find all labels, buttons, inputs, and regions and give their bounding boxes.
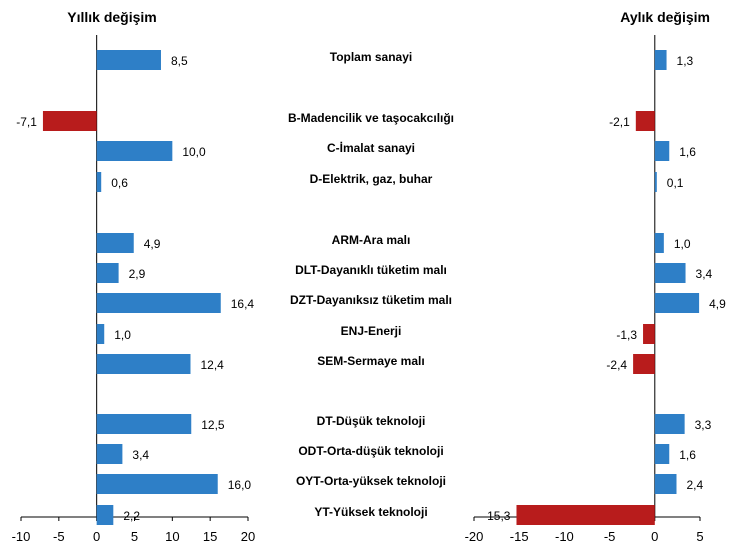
monthly-data-label: 0,1 — [667, 176, 684, 190]
annual-data-label: 8,5 — [171, 54, 188, 68]
monthly-chart-title: Aylık değişim — [620, 9, 710, 25]
monthly-x-tick-label: -10 — [555, 529, 574, 544]
annual-x-tick-label: 5 — [131, 529, 138, 544]
monthly-bar — [654, 172, 657, 192]
monthly-bar — [635, 111, 655, 131]
monthly-data-label: -1,3 — [616, 328, 637, 342]
annual-bar — [96, 141, 173, 161]
annual-bar — [96, 354, 191, 374]
monthly-bar — [516, 505, 655, 525]
monthly-x-tick-label: 5 — [696, 529, 703, 544]
monthly-bar — [654, 293, 700, 313]
monthly-x-tick-label: -15 — [510, 529, 529, 544]
monthly-data-label: 4,9 — [709, 297, 726, 311]
annual-data-label: 16,4 — [231, 297, 255, 311]
annual-data-label: 12,5 — [201, 418, 225, 432]
monthly-bar — [654, 263, 686, 283]
category-label: ODT-Orta-düşük teknoloji — [298, 444, 443, 458]
annual-change-panel: Yıllık değişim -10 -5 0 5 10 15 20 8,5 -7,1 10,0 0,… — [12, 9, 256, 544]
annual-data-label: 12,4 — [200, 358, 224, 372]
annual-data-label: -7,1 — [16, 115, 37, 129]
annual-bar — [96, 50, 161, 70]
annual-x-tick-label: 0 — [93, 529, 100, 544]
monthly-x-tick-label: 0 — [651, 529, 658, 544]
annual-x-tick-label: 10 — [165, 529, 179, 544]
monthly-data-label: 1,6 — [679, 145, 696, 159]
annual-data-label: 10,0 — [182, 145, 206, 159]
category-label: DZT-Dayanıksız tüketim malı — [290, 293, 452, 307]
monthly-bar — [643, 324, 655, 344]
monthly-x-tick-label: -20 — [465, 529, 484, 544]
annual-data-label: 4,9 — [144, 237, 161, 251]
monthly-data-label: 1,6 — [679, 448, 696, 462]
category-label: ARM-Ara malı — [332, 233, 411, 247]
annual-bar — [96, 263, 119, 283]
monthly-bar — [654, 414, 685, 434]
category-label: B-Madencilik ve taşocakcılığı — [288, 111, 454, 125]
monthly-data-label: 2,4 — [686, 478, 703, 492]
monthly-x-tick-label: -5 — [604, 529, 616, 544]
annual-bar — [96, 474, 218, 494]
monthly-bar — [654, 474, 677, 494]
annual-x-tick-label: -10 — [12, 529, 31, 544]
monthly-data-label: -2,4 — [606, 358, 627, 372]
annual-data-label: 0,6 — [111, 176, 128, 190]
annual-chart-title: Yıllık değişim — [67, 9, 156, 25]
monthly-data-label: 1,3 — [677, 54, 694, 68]
annual-bar — [42, 111, 97, 131]
annual-data-label: 2,9 — [129, 267, 146, 281]
category-label: D-Elektrik, gaz, buhar — [310, 172, 433, 186]
monthly-change-panel: Aylık değişim -20 -15 -10 -5 0 5 1,3 -2,1 1,6 0,1 1… — [465, 9, 727, 544]
monthly-data-label: 3,4 — [696, 267, 713, 281]
monthly-bar — [654, 444, 670, 464]
annual-data-label: 16,0 — [228, 478, 252, 492]
annual-x-tick-label: 15 — [203, 529, 217, 544]
category-label: SEM-Sermaye malı — [317, 354, 424, 368]
monthly-bar — [654, 233, 664, 253]
monthly-bar — [654, 141, 670, 161]
annual-bar — [96, 172, 102, 192]
category-label: Toplam sanayi — [330, 50, 412, 64]
category-label: YT-Yüksek teknoloji — [314, 505, 427, 519]
annual-bar — [96, 505, 114, 525]
annual-bar — [96, 233, 134, 253]
annual-bar — [96, 444, 123, 464]
monthly-bar — [633, 354, 655, 374]
annual-data-label: 2,2 — [123, 509, 140, 523]
annual-bar — [96, 414, 192, 434]
category-labels: Toplam sanayi B-Madencilik ve taşocakcılı… — [288, 50, 454, 519]
category-label: OYT-Orta-yüksek teknoloji — [296, 474, 446, 488]
annual-x-tick-label: 20 — [241, 529, 255, 544]
category-label: C-İmalat sanayi — [327, 140, 415, 155]
monthly-data-label: -15,3 — [483, 509, 511, 523]
annual-data-label: 3,4 — [132, 448, 149, 462]
annual-x-tick-label: -5 — [53, 529, 65, 544]
category-label: DT-Düşük teknoloji — [317, 414, 426, 428]
monthly-data-label: 1,0 — [674, 237, 691, 251]
annual-bar — [96, 293, 221, 313]
monthly-data-label: 3,3 — [695, 418, 712, 432]
category-label: ENJ-Enerji — [341, 324, 402, 338]
annual-bar — [96, 324, 105, 344]
monthly-bar — [654, 50, 667, 70]
category-label: DLT-Dayanıklı tüketim malı — [295, 263, 447, 277]
annual-data-label: 1,0 — [114, 328, 131, 342]
monthly-data-label: -2,1 — [609, 115, 630, 129]
